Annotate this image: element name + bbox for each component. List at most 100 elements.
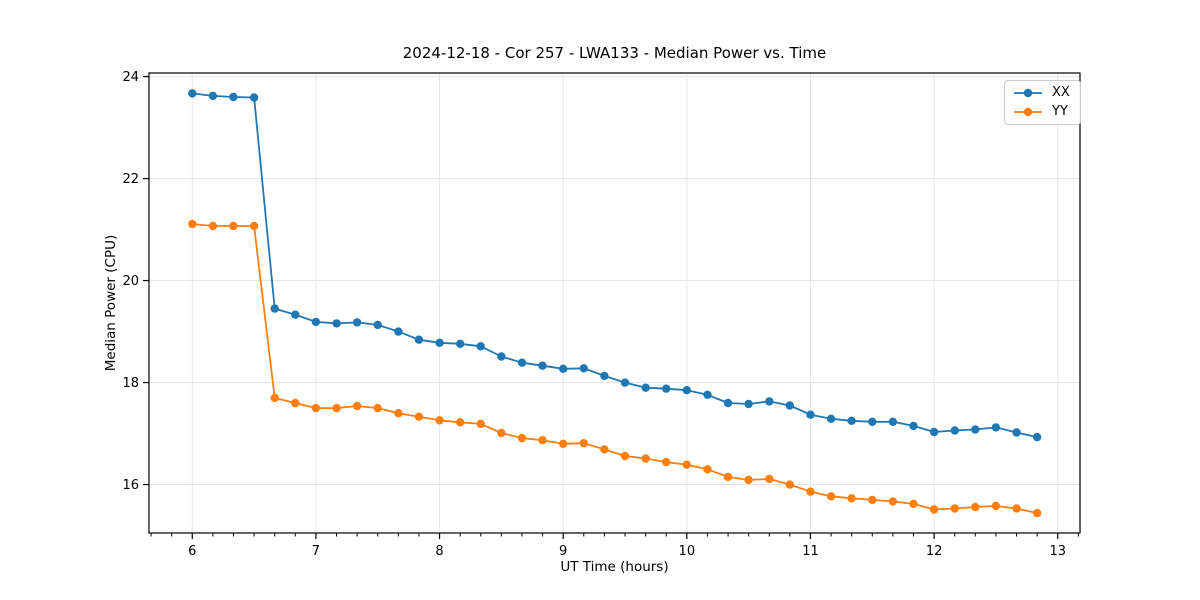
- data-point-yy: [414, 412, 424, 421]
- data-point-xx: [744, 399, 753, 409]
- data-point-xx: [352, 318, 362, 327]
- y-tick-label: 20: [122, 274, 139, 289]
- y-tick-label: 16: [122, 478, 139, 493]
- data-point-xx: [538, 361, 547, 370]
- data-point-yy: [868, 495, 877, 505]
- data-point-xx: [476, 342, 485, 351]
- data-point-xx: [394, 327, 403, 336]
- data-point-xx: [517, 358, 527, 367]
- data-point-yy: [929, 505, 939, 514]
- x-tick-label: 11: [802, 544, 819, 559]
- data-point-xx: [600, 371, 609, 381]
- data-point-xx: [291, 310, 300, 319]
- legend-label-yy: YY: [1052, 104, 1068, 119]
- data-point-yy: [352, 401, 362, 411]
- data-point-yy: [249, 221, 259, 231]
- y-tick-label: 18: [122, 376, 139, 391]
- data-point-yy: [744, 475, 753, 485]
- data-point-xx: [249, 93, 259, 102]
- data-point-xx: [662, 384, 671, 393]
- y-tick-label: 24: [122, 70, 139, 85]
- legend-label-xx: XX: [1052, 85, 1070, 100]
- data-point-xx: [929, 427, 939, 437]
- data-point-xx: [456, 339, 465, 348]
- data-point-xx: [826, 414, 836, 423]
- data-point-yy: [332, 403, 341, 413]
- data-point-xx: [806, 410, 815, 419]
- data-point-xx: [868, 417, 877, 426]
- data-point-yy: [723, 472, 733, 482]
- data-point-yy: [785, 480, 794, 489]
- data-point-xx: [682, 386, 691, 395]
- data-point-yy: [682, 460, 691, 469]
- data-point-xx: [785, 401, 794, 410]
- x-tick-label: 7: [312, 544, 320, 559]
- data-point-xx: [559, 364, 568, 373]
- data-point-xx: [229, 92, 238, 102]
- series-line-xx: [192, 92, 1038, 438]
- y-tick-label: 22: [122, 172, 139, 187]
- data-point-yy: [1012, 504, 1021, 513]
- data-point-yy: [765, 474, 774, 484]
- data-point-yy: [373, 403, 382, 413]
- data-point-xx: [971, 425, 980, 434]
- x-tick-label: 8: [435, 544, 443, 559]
- data-point-yy: [538, 436, 547, 445]
- data-point-yy: [497, 428, 506, 438]
- data-point-yy: [311, 403, 321, 413]
- data-point-xx: [311, 317, 321, 327]
- x-tick-label: 6: [188, 544, 196, 559]
- series-line-yy: [192, 223, 1038, 514]
- plot-border: [148, 72, 1081, 534]
- data-point-yy: [229, 221, 238, 231]
- data-point-yy: [476, 419, 485, 429]
- data-point-xx: [270, 304, 279, 313]
- data-point-yy: [456, 418, 465, 427]
- data-point-yy: [888, 497, 898, 506]
- data-point-yy: [909, 499, 918, 509]
- data-point-yy: [208, 221, 218, 231]
- data-point-xx: [909, 421, 918, 431]
- chart-title: 2024-12-18 - Cor 257 - LWA133 - Median P…: [402, 44, 827, 62]
- data-point-yy: [291, 398, 300, 408]
- data-point-xx: [620, 378, 630, 387]
- data-point-xx: [208, 91, 218, 101]
- data-point-xx: [188, 89, 197, 98]
- x-tick-label: 13: [1049, 544, 1066, 559]
- data-point-xx: [888, 417, 898, 426]
- data-point-xx: [765, 397, 774, 406]
- data-point-yy: [394, 409, 403, 418]
- legend: XX YY: [1004, 80, 1081, 125]
- data-point-xx: [847, 416, 856, 425]
- legend-item-xx: XX: [1013, 86, 1070, 100]
- data-point-xx: [414, 335, 424, 344]
- data-point-yy: [991, 501, 1001, 511]
- data-point-xx: [1032, 432, 1042, 442]
- x-axis-label: UT Time (hours): [560, 559, 669, 575]
- data-point-yy: [435, 416, 444, 425]
- data-point-yy: [847, 494, 856, 503]
- data-point-xx: [373, 320, 382, 330]
- data-point-xx: [332, 319, 341, 328]
- data-point-yy: [806, 487, 815, 496]
- data-point-xx: [497, 352, 506, 361]
- data-point-yy: [270, 393, 279, 403]
- x-tick-label: 12: [926, 544, 943, 559]
- data-point-xx: [435, 338, 444, 347]
- data-point-yy: [620, 451, 630, 461]
- data-point-yy: [703, 465, 712, 474]
- data-point-yy: [559, 439, 568, 448]
- data-point-yy: [1032, 508, 1042, 518]
- data-point-yy: [188, 219, 197, 229]
- data-point-yy: [971, 502, 980, 512]
- data-point-xx: [723, 398, 733, 408]
- data-point-yy: [950, 504, 959, 513]
- data-point-xx: [641, 383, 650, 392]
- data-point-yy: [600, 445, 609, 454]
- data-point-yy: [662, 457, 671, 467]
- data-point-yy: [579, 439, 588, 448]
- x-tick-label: 9: [559, 544, 567, 559]
- data-point-yy: [641, 454, 650, 463]
